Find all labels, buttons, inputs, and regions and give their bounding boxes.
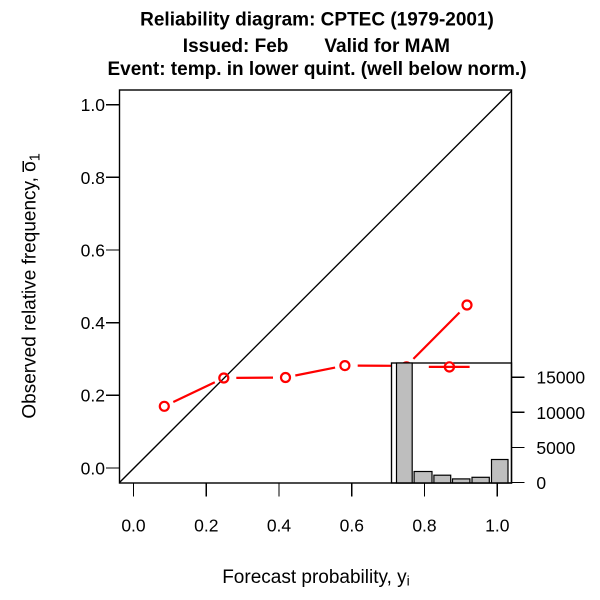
- svg-text:Issued: Feb: Issued: Feb: [183, 36, 289, 57]
- svg-text:0.8: 0.8: [412, 516, 436, 536]
- svg-text:0.4: 0.4: [81, 313, 106, 333]
- svg-text:0.2: 0.2: [81, 386, 105, 406]
- svg-text:0.4: 0.4: [267, 516, 292, 536]
- svg-text:Event: temp. in lower quint. (: Event: temp. in lower quint. (well below…: [107, 59, 526, 80]
- svg-text:15000: 15000: [536, 368, 585, 388]
- svg-text:1.0: 1.0: [81, 95, 106, 115]
- svg-text:0.0: 0.0: [81, 458, 106, 478]
- svg-text:0: 0: [536, 473, 546, 493]
- svg-text:5000: 5000: [536, 438, 575, 458]
- svg-text:0.0: 0.0: [121, 516, 146, 536]
- svg-text:0.2: 0.2: [194, 516, 218, 536]
- svg-text:0.8: 0.8: [81, 168, 105, 188]
- svg-text:1.0: 1.0: [485, 516, 510, 536]
- svg-text:0.6: 0.6: [340, 516, 364, 536]
- svg-text:Forecast probability, yi: Forecast probability, yi: [222, 567, 410, 589]
- svg-text:0.6: 0.6: [81, 240, 105, 260]
- svg-text:10000: 10000: [536, 403, 585, 423]
- svg-text:Valid for MAM: Valid for MAM: [324, 36, 450, 57]
- svg-text:Observed relative frequency, o: Observed relative frequency, o1: [20, 153, 44, 418]
- svg-text:Reliability diagram: CPTEC (19: Reliability diagram: CPTEC (1979-2001): [140, 9, 494, 30]
